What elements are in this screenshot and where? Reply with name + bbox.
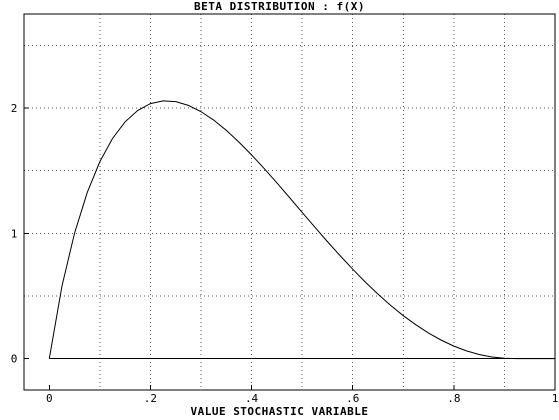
x-tick-label: .6 [346, 392, 359, 405]
x-tick-label: 1 [552, 392, 559, 405]
plot-frame [23, 13, 556, 391]
series-line [48, 100, 555, 360]
x-tick-label: .2 [144, 392, 157, 405]
y-tick-label: 2 [11, 102, 18, 115]
chart-title: BETA DISTRIBUTION : f(X) [194, 0, 365, 13]
x-tick-label: .4 [245, 392, 259, 405]
y-tick-label: 0 [11, 353, 18, 366]
y-tick-label: 1 [11, 227, 18, 240]
x-tick-label: .8 [447, 392, 460, 405]
x-axis-label: VALUE STOCHASTIC VARIABLE [190, 405, 369, 418]
x-tick-label: 0 [46, 392, 53, 405]
